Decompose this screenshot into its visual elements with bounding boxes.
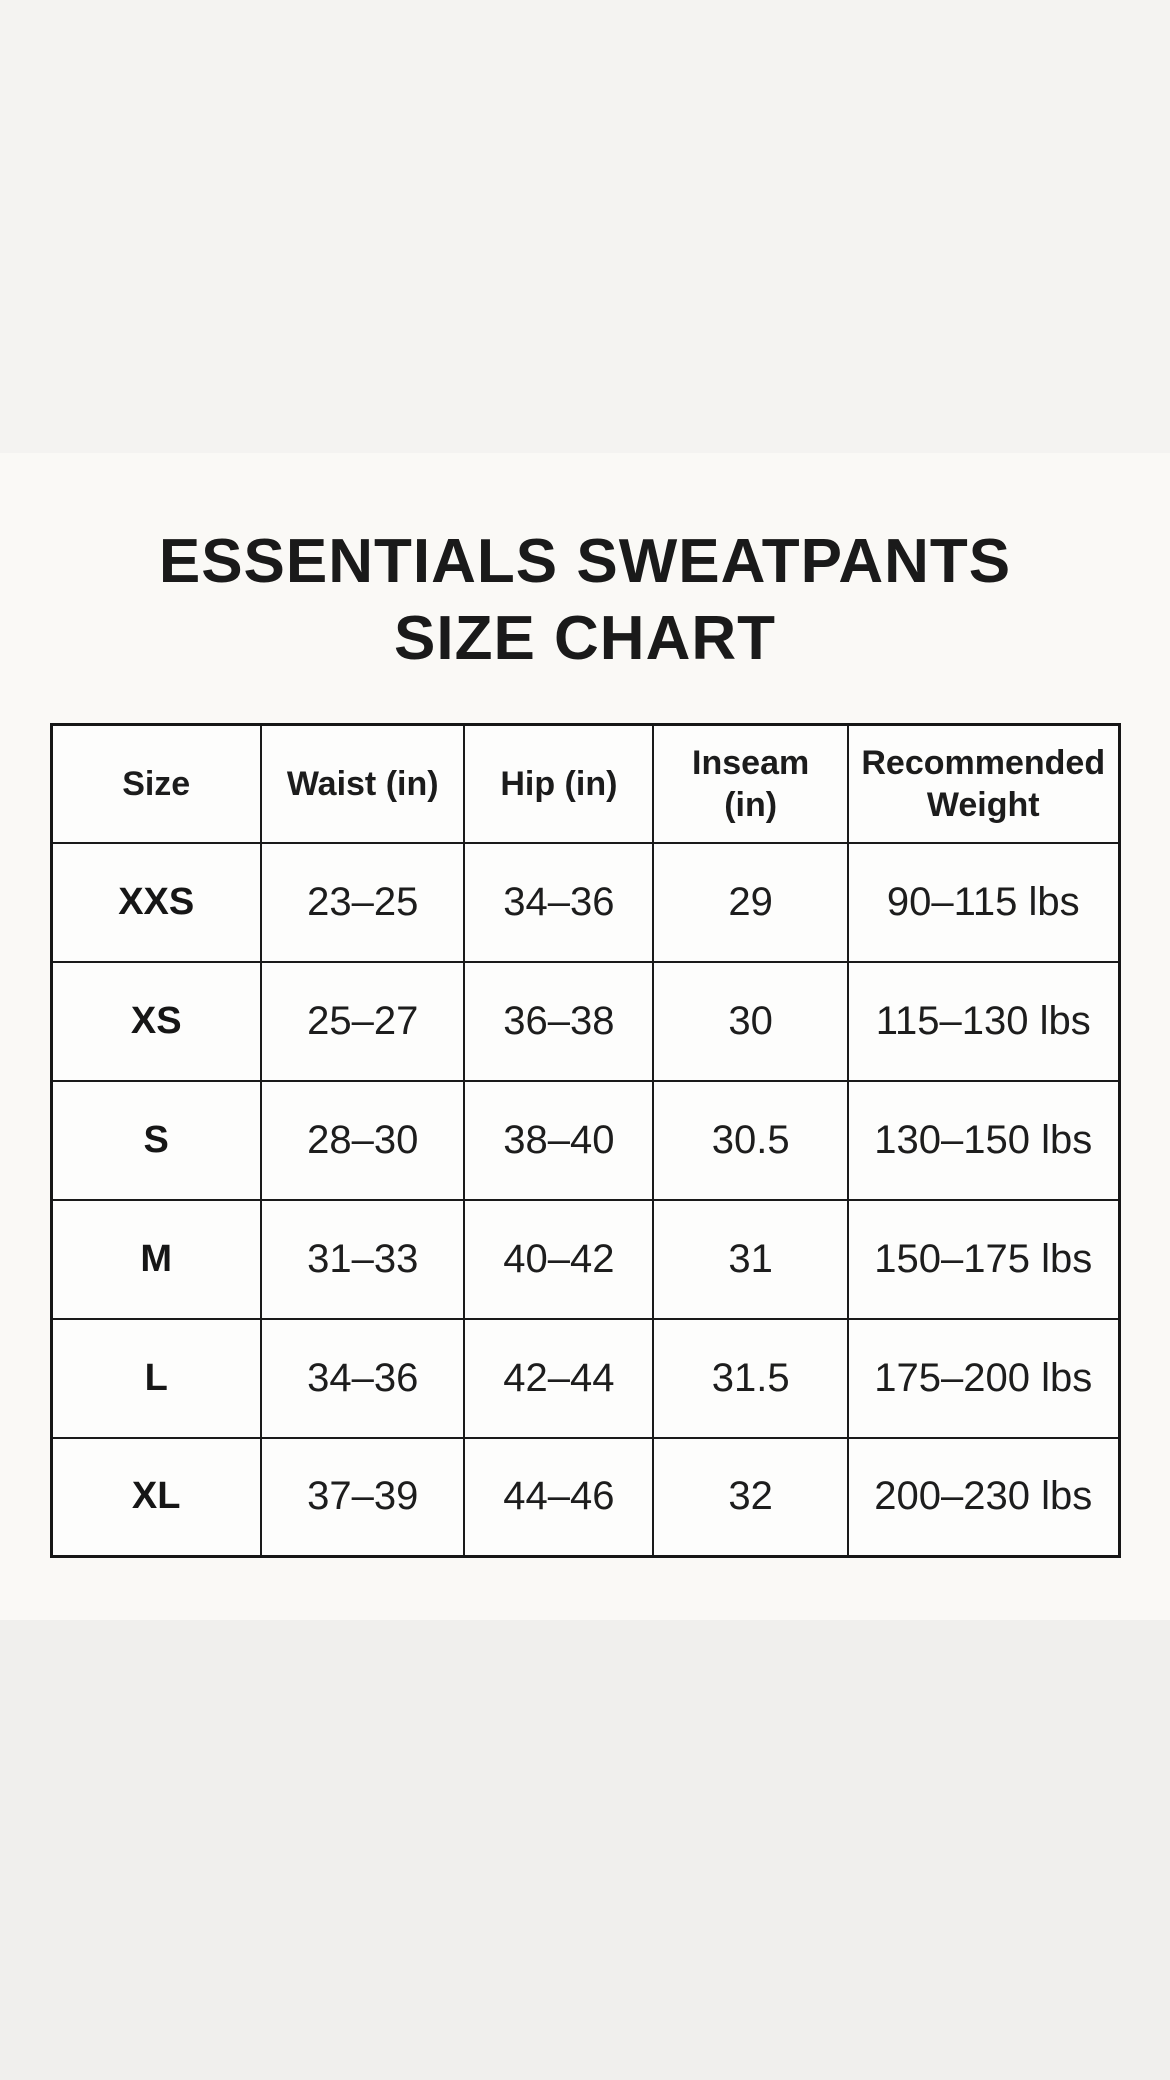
size-label: XL (50, 1436, 262, 1558)
hip-value: 42–44 (463, 1317, 655, 1439)
weight-value: 175–200 lbs (847, 1317, 1120, 1439)
header-row: Size Waist (in) Hip (in) Inseam (in) Rec… (50, 723, 1120, 844)
hip-value: 38–40 (463, 1079, 655, 1201)
size-label: L (50, 1317, 262, 1439)
waist-value: 28–30 (259, 1079, 466, 1201)
table-row-xs: XS 25–27 36–38 30 115–130 lbs (50, 960, 1120, 1082)
top-margin-band (0, 0, 1170, 453)
page-title: ESSENTIALS SWEATPANTS SIZE CHART (0, 523, 1170, 677)
hip-value: 44–46 (463, 1436, 655, 1558)
inseam-value: 31 (652, 1198, 849, 1320)
size-chart-header: Size Waist (in) Hip (in) Inseam (in) Rec… (50, 723, 1120, 844)
inseam-value: 30.5 (652, 1079, 849, 1201)
hip-value: 34–36 (463, 841, 655, 963)
size-label: M (50, 1198, 262, 1320)
inseam-value: 29 (652, 841, 849, 963)
bottom-margin-band (0, 1620, 1170, 2080)
column-header-hip: Hip (in) (463, 723, 655, 844)
content-area: ESSENTIALS SWEATPANTS SIZE CHART Size Wa… (0, 453, 1170, 1620)
table-row-xxs: XXS 23–25 34–36 29 90–115 lbs (50, 841, 1120, 963)
size-label: XXS (50, 841, 262, 963)
column-header-waist: Waist (in) (259, 723, 466, 844)
size-chart-body: XXS 23–25 34–36 29 90–115 lbs XS 25–27 3… (50, 841, 1120, 1558)
waist-value: 34–36 (259, 1317, 466, 1439)
waist-value: 31–33 (259, 1198, 466, 1320)
hip-value: 36–38 (463, 960, 655, 1082)
inseam-value: 32 (652, 1436, 849, 1558)
table-row-m: M 31–33 40–42 31 150–175 lbs (50, 1198, 1120, 1320)
table-row-l: L 34–36 42–44 31.5 175–200 lbs (50, 1317, 1120, 1439)
weight-value: 90–115 lbs (847, 841, 1120, 963)
weight-value: 150–175 lbs (847, 1198, 1120, 1320)
table-row-xl: XL 37–39 44–46 32 200–230 lbs (50, 1436, 1120, 1558)
inseam-value: 31.5 (652, 1317, 849, 1439)
size-chart-table: Size Waist (in) Hip (in) Inseam (in) Rec… (49, 723, 1121, 1558)
waist-value: 37–39 (259, 1436, 466, 1558)
page-title-line-1: ESSENTIALS SWEATPANTS (158, 527, 1012, 596)
size-label: XS (50, 960, 262, 1082)
waist-value: 25–27 (259, 960, 466, 1082)
page-title-line-2: SIZE CHART (394, 604, 776, 673)
weight-value: 200–230 lbs (847, 1436, 1120, 1558)
weight-value: 115–130 lbs (847, 960, 1120, 1082)
column-header-weight: Recommended Weight (847, 723, 1120, 844)
waist-value: 23–25 (259, 841, 466, 963)
hip-value: 40–42 (463, 1198, 655, 1320)
column-header-size: Size (50, 723, 262, 844)
column-header-inseam: Inseam (in) (652, 723, 849, 844)
inseam-value: 30 (652, 960, 849, 1082)
table-row-s: S 28–30 38–40 30.5 130–150 lbs (50, 1079, 1120, 1201)
weight-value: 130–150 lbs (847, 1079, 1120, 1201)
size-label: S (50, 1079, 262, 1201)
